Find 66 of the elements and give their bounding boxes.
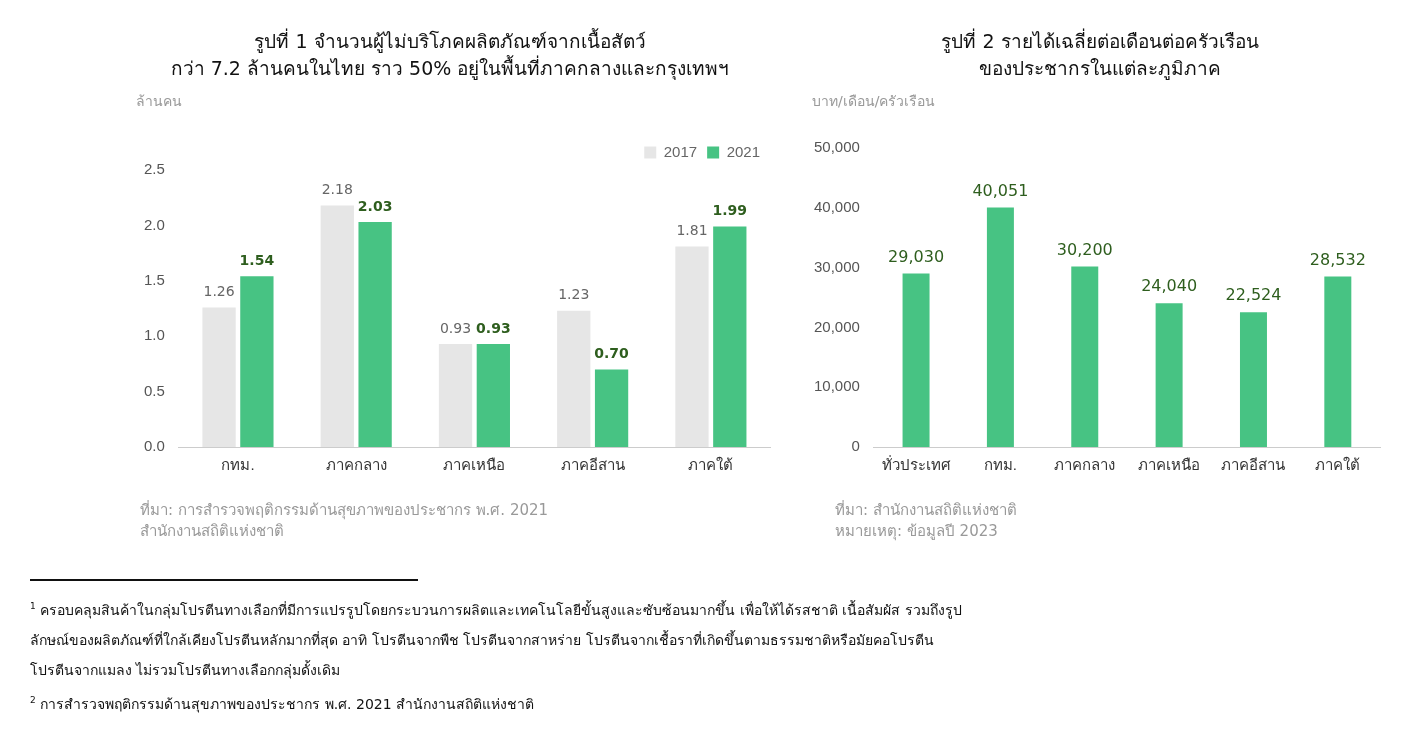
data-label: 2.03 (357, 197, 393, 214)
data-label: 28,532 (1309, 249, 1366, 269)
data-label: 2.18 (321, 181, 353, 198)
legend-label: 2017 (663, 142, 698, 160)
data-label: 1.99 (712, 202, 748, 219)
bar (594, 369, 629, 447)
bar (202, 307, 236, 447)
y-tick-label: 0.5 (143, 381, 165, 399)
y-tick-label: 0 (851, 437, 860, 455)
data-label: 1.81 (676, 222, 708, 239)
x-tick-label: ภาคใต้ (688, 456, 734, 474)
x-tick-label: ภาคอีสาน (560, 456, 625, 474)
legend-label: 2021 (726, 142, 761, 160)
bar (902, 273, 930, 447)
x-tick-label: กทม. (983, 456, 1017, 474)
y-tick-label: 0.0 (143, 437, 165, 455)
bar (713, 226, 747, 447)
bar (1239, 312, 1267, 447)
bar (438, 343, 473, 447)
chart-title: รูปที่ 1 จำนวนผู้ไม่บริโภคผลิตภัณฑ์จากเนื้อสัตว์ กว่า 7.2 ล้านคนในไทย ราว 50% อยู่ในพื้นที่ภาคกลางและกรุงเทพฯ (169, 28, 731, 82)
chart-title: รูปที่ 2 รายได้เฉลี่ยต่อเดือนต่อครัวเรือน ของประชากรในแต่ละภูมิภาค (940, 28, 1260, 82)
bar (1155, 303, 1183, 447)
text: ที่มา: การสำรวจพฤติกรรมด้านสุขภาพของประชากร พ.ศ. 2021 สำนักงานสถิติแห่งชาติ (140, 500, 549, 542)
x-tick-label: ทั่วประเทศ (881, 454, 951, 474)
text: หมายเหตุ: ข้อมูลปี 2023 (835, 522, 998, 540)
bar (675, 246, 709, 447)
y-tick-label: 1.5 (143, 270, 165, 288)
bar (476, 343, 510, 447)
data-label: 30,200 (1056, 239, 1113, 259)
data-label: 1.26 (203, 283, 235, 300)
data-label: 40,051 (972, 180, 1029, 200)
x-tick-label: ภาคเหนือ (1138, 456, 1201, 474)
bar (1071, 266, 1099, 447)
y-tick-label: 10,000 (813, 377, 860, 395)
y-tick-label: 50,000 (813, 138, 860, 156)
x-tick-label: ภาคเหนือ (443, 456, 506, 474)
bar (320, 205, 354, 447)
y-tick-label: 2.5 (143, 160, 165, 178)
x-tick-label: ภาคกลาง (325, 456, 387, 474)
y-axis-title: บาท/เดือน/ครัวเรือน (812, 92, 936, 111)
data-label: 0.70 (594, 345, 630, 362)
data-label: 22,524 (1225, 285, 1282, 305)
x-tick-label: กทม. (221, 456, 255, 474)
y-tick-label: 40,000 (813, 197, 860, 215)
text: $^{2}$ การสำรวจพฤติกรรมด้านสุขภาพของประชากร พ.ศ. 2021 สำนักงานสถิติแห่งชาติ (30, 693, 536, 715)
bar (1324, 276, 1352, 447)
data-label: 0.93 (439, 319, 472, 336)
y-tick-label: 20,000 (813, 317, 860, 335)
text: $^{1}$ ครอบคลุมสินค้าในกลุ่มโปรตีนทางเลือกที่มีการแปรรูปโดยกระบวนการผลิตและเทคโนโลยีขั้นสูงและซับซ้อนมากขึ้น เพื่อให้ได้รสชาติ เนื้อสัมผัส รวมถึงรูปลักษณ์ของผลิตภัณฑ์ที่ใกล้เคียงโปรตีนหลักมากที่สุด อาทิ โปรตีนจากพืช โปรตีนจากสาหร่าย โปรตีนจากเชื้อราที่เกิดขึ้นตามธรรมชาติหรือมัยคอโปรตีน โปรตีนจากแมลง ไม่รวมโปรตีนทางเลือกกลุ่มดั้งเดิม (30, 599, 963, 681)
y-tick-label: 2.0 (143, 215, 165, 233)
text: ที่มา: สำนักงานสถิติแห่งชาติ (835, 501, 1017, 519)
x-tick-label: ภาคอีสาน (1221, 456, 1286, 474)
bar (986, 207, 1014, 447)
y-axis-title: ล้านคน (136, 92, 182, 111)
bar (557, 310, 591, 447)
data-label: 29,030 (888, 246, 945, 266)
data-label: 1.23 (558, 286, 590, 303)
bar (240, 276, 274, 447)
x-tick-label: ภาคกลาง (1054, 456, 1116, 474)
x-tick-label: ภาคใต้ (1315, 456, 1361, 474)
y-tick-label: 30,000 (813, 257, 860, 275)
data-label: 24,040 (1141, 276, 1198, 296)
y-tick-label: 1.0 (143, 326, 165, 344)
bar (358, 222, 392, 447)
data-label: 1.54 (239, 252, 275, 269)
data-label: 0.93 (476, 319, 511, 336)
